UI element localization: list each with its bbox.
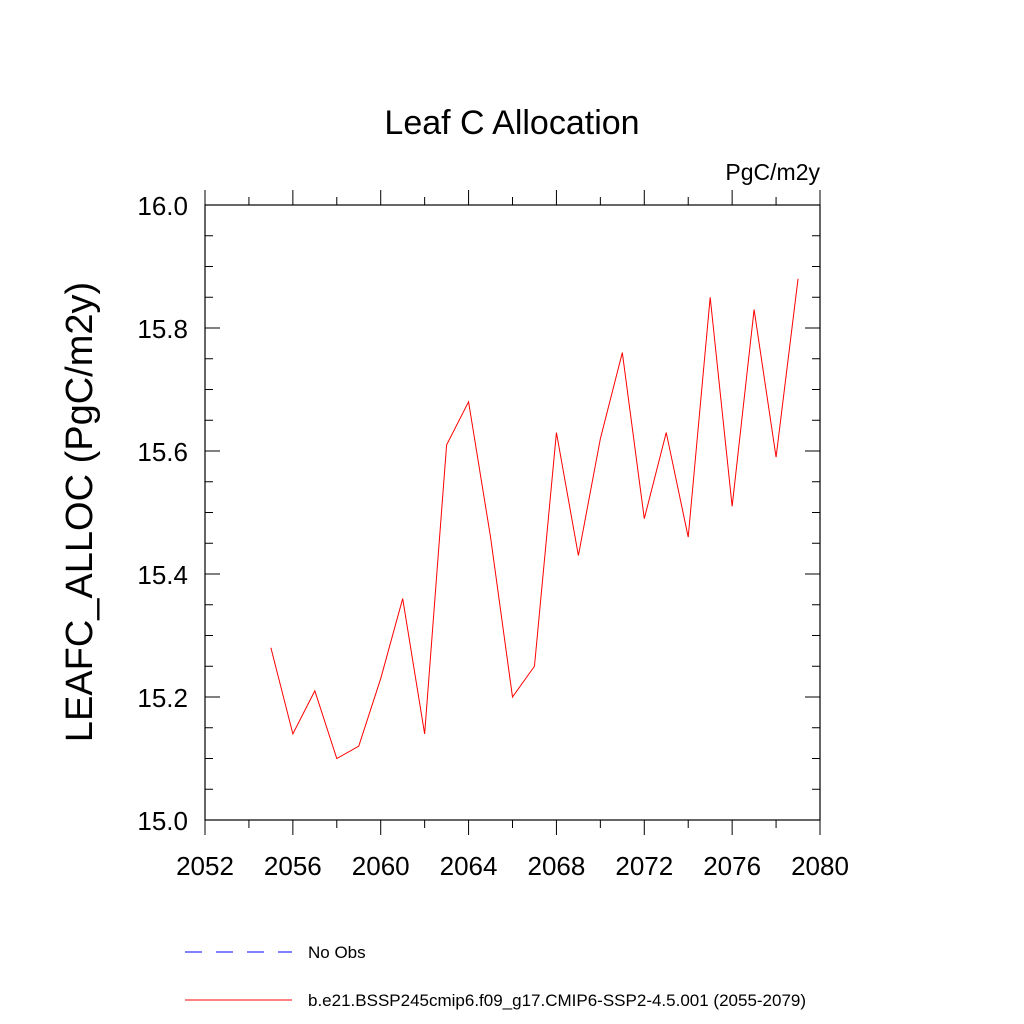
x-tick-label: 2080 bbox=[791, 851, 849, 881]
x-tick-label: 2076 bbox=[703, 851, 761, 881]
legend-label: No Obs bbox=[308, 943, 366, 962]
x-tick-label: 2072 bbox=[615, 851, 673, 881]
y-tick-label: 16.0 bbox=[137, 191, 188, 221]
units-label: PgC/m2y bbox=[725, 159, 820, 185]
x-tick-label: 2056 bbox=[264, 851, 322, 881]
chart-title: Leaf C Allocation bbox=[384, 104, 639, 142]
y-tick-label: 15.4 bbox=[137, 560, 188, 590]
axis-tick-labels: 15.0 15.2 15.4 15.6 15.8 16.0 2052 2056 2060 2064… bbox=[137, 191, 849, 881]
y-tick-label: 15.0 bbox=[137, 806, 188, 836]
x-tick-label: 2052 bbox=[176, 851, 234, 881]
plot-frame bbox=[204, 204, 821, 821]
legend: No Obs b.e21.BSSP245cmip6.f09_g17.CMIP6-S… bbox=[185, 943, 806, 1010]
legend-label: b.e21.BSSP245cmip6.f09_g17.CMIP6-SSP2-4.… bbox=[308, 991, 806, 1010]
axis-ticks bbox=[204, 190, 821, 835]
x-tick-label: 2068 bbox=[528, 851, 586, 881]
y-tick-label: 15.6 bbox=[137, 437, 188, 467]
y-axis-label: LEAFC_ALLOC (PgC/m2y) bbox=[59, 282, 101, 742]
y-tick-label: 15.2 bbox=[137, 683, 188, 713]
x-tick-label: 2064 bbox=[440, 851, 498, 881]
y-tick-label: 15.8 bbox=[137, 314, 188, 344]
series-layer bbox=[270, 278, 799, 760]
x-tick-label: 2060 bbox=[352, 851, 410, 881]
series-line bbox=[270, 278, 799, 760]
